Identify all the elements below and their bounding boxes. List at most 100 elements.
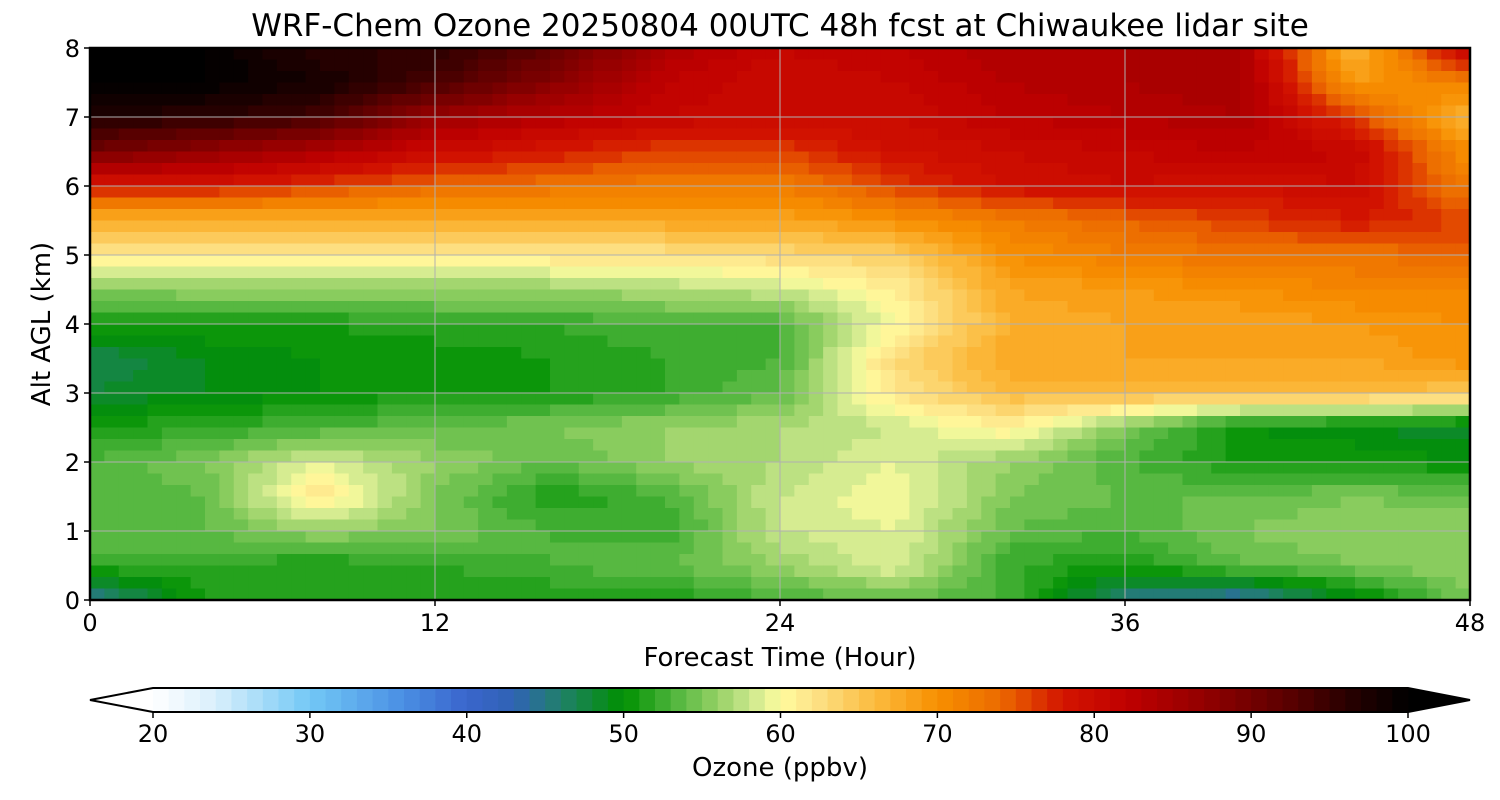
heatmap-cell	[1067, 278, 1083, 291]
heatmap-cell	[1153, 197, 1169, 210]
heatmap-cell	[636, 289, 652, 302]
heatmap-cell	[320, 393, 335, 406]
heatmap-cell	[276, 577, 292, 590]
heatmap-cell	[176, 186, 192, 199]
heatmap-cell	[736, 140, 752, 153]
heatmap-cell	[1268, 71, 1284, 84]
heatmap-cell	[104, 416, 120, 429]
heatmap-cell	[794, 128, 810, 141]
heatmap-cell	[1225, 232, 1241, 245]
heatmap-cell	[449, 255, 465, 268]
heatmap-cell	[736, 243, 752, 256]
heatmap-cell	[535, 59, 551, 72]
heatmap-cell	[808, 393, 824, 406]
heatmap-cell	[1081, 485, 1097, 498]
heatmap-cell	[205, 508, 220, 521]
heatmap-cell	[1125, 554, 1140, 567]
heatmap-cell	[1024, 519, 1040, 532]
heatmap-cell	[722, 542, 738, 555]
colorbar-swatch	[153, 688, 170, 712]
heatmap-cell	[248, 358, 264, 371]
heatmap-cell	[923, 209, 939, 222]
heatmap-cell	[1355, 496, 1370, 509]
heatmap-cell	[248, 48, 264, 61]
heatmap-cell	[276, 381, 292, 394]
heatmap-cell	[276, 266, 292, 279]
heatmap-cell	[1096, 197, 1112, 210]
heatmap-cell	[794, 140, 810, 153]
heatmap-cell	[1125, 450, 1140, 463]
heatmap-cell	[938, 209, 954, 222]
heatmap-cell	[176, 393, 192, 406]
heatmap-cell	[708, 140, 724, 153]
heatmap-cell	[1010, 255, 1025, 268]
heatmap-cell	[233, 163, 249, 176]
heatmap-cell	[377, 370, 393, 383]
heatmap-cell	[1283, 393, 1299, 406]
heatmap-cell	[348, 105, 364, 118]
heatmap-cell	[219, 301, 235, 314]
heatmap-cell	[823, 140, 839, 153]
heatmap-cell	[823, 393, 839, 406]
heatmap-cell	[190, 71, 206, 84]
heatmap-cell	[1081, 140, 1097, 153]
heatmap-cell	[1340, 48, 1356, 61]
heatmap-cell	[1426, 370, 1442, 383]
heatmap-cell	[895, 531, 910, 544]
heatmap-cell	[1398, 531, 1414, 544]
heatmap-cell	[708, 151, 724, 164]
heatmap-cell	[219, 393, 235, 406]
heatmap-cell	[1398, 255, 1414, 268]
heatmap-cell	[1053, 48, 1069, 61]
heatmap-cell	[1225, 531, 1241, 544]
heatmap-cell	[118, 542, 134, 555]
heatmap-cell	[276, 416, 292, 429]
heatmap-cell	[320, 232, 335, 245]
heatmap-cell	[1038, 163, 1054, 176]
heatmap-cell	[981, 209, 997, 222]
heatmap-cell	[320, 462, 335, 475]
heatmap-cell	[492, 508, 508, 521]
heatmap-cell	[1369, 243, 1385, 256]
heatmap-cell	[952, 485, 968, 498]
heatmap-cell	[262, 232, 278, 245]
heatmap-cell	[391, 554, 407, 567]
colorbar-extend-low	[90, 688, 153, 712]
heatmap-cell	[205, 427, 220, 440]
heatmap-cell	[1182, 232, 1198, 245]
heatmap-cell	[1110, 588, 1126, 601]
heatmap-cell	[550, 324, 565, 337]
heatmap-cell	[1311, 186, 1327, 199]
heatmap-cell	[607, 416, 623, 429]
heatmap-cell	[1340, 439, 1356, 452]
heatmap-cell	[262, 519, 278, 532]
heatmap-cell	[334, 163, 350, 176]
heatmap-cell	[478, 255, 494, 268]
heatmap-cell	[780, 450, 795, 463]
heatmap-cell	[1426, 588, 1442, 601]
heatmap-cell	[1125, 266, 1140, 279]
heatmap-cell	[607, 485, 623, 498]
heatmap-cell	[521, 312, 537, 325]
heatmap-cell	[578, 485, 594, 498]
heatmap-cell	[1168, 577, 1184, 590]
heatmap-cell	[952, 473, 968, 486]
heatmap-cell	[363, 209, 379, 222]
heatmap-cell	[276, 59, 292, 72]
heatmap-cell	[1441, 140, 1457, 153]
heatmap-cell	[334, 370, 350, 383]
heatmap-cell	[391, 542, 407, 555]
heatmap-cell	[176, 370, 192, 383]
heatmap-cell	[1297, 266, 1313, 279]
heatmap-cell	[607, 94, 623, 107]
heatmap-cell	[334, 186, 350, 199]
heatmap-cell	[205, 485, 220, 498]
heatmap-cell	[1153, 588, 1169, 601]
heatmap-cell	[866, 209, 882, 222]
heatmap-cell	[722, 404, 738, 417]
heatmap-cell	[1340, 312, 1356, 325]
heatmap-cell	[348, 266, 364, 279]
heatmap-cell	[305, 220, 321, 233]
heatmap-cell	[1024, 128, 1040, 141]
heatmap-cell	[981, 232, 997, 245]
